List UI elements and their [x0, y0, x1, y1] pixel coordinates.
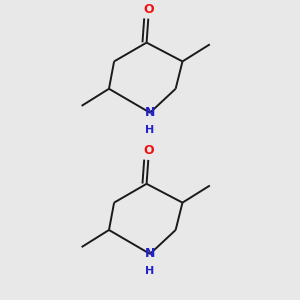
Text: N: N	[145, 248, 155, 260]
Text: H: H	[146, 266, 154, 276]
Text: O: O	[143, 144, 154, 157]
Text: N: N	[145, 106, 155, 119]
Text: H: H	[146, 125, 154, 135]
Text: O: O	[143, 3, 154, 16]
